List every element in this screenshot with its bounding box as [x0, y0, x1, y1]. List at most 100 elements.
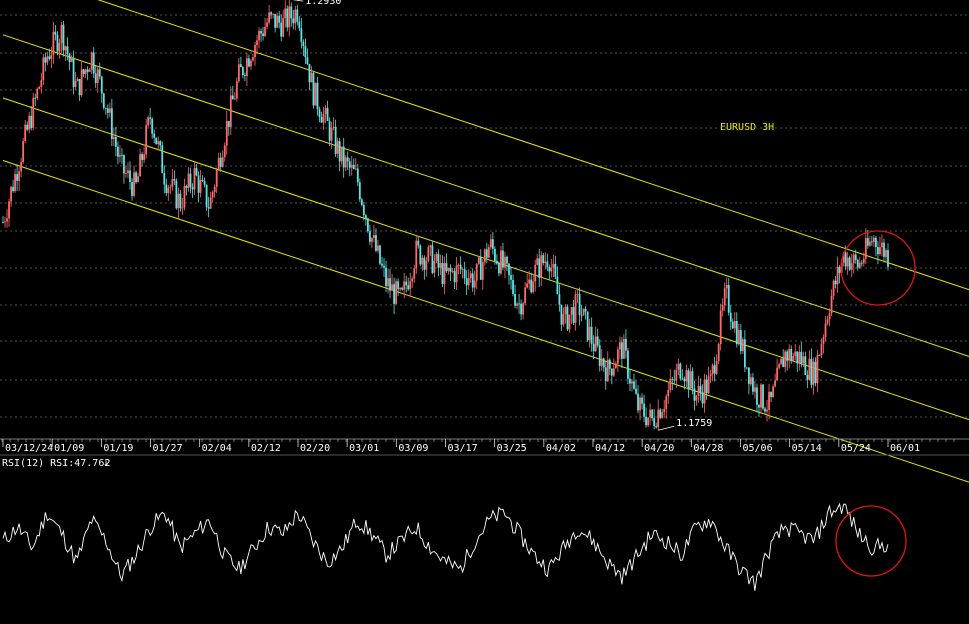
candle — [715, 354, 718, 375]
candle — [584, 306, 587, 320]
candle — [532, 274, 535, 294]
candle — [643, 394, 645, 423]
candle — [592, 335, 595, 359]
candle — [417, 236, 420, 249]
candle — [631, 378, 633, 392]
candle — [590, 317, 593, 352]
candle — [369, 225, 371, 246]
candle — [679, 362, 682, 381]
candle — [139, 148, 141, 177]
candle — [149, 107, 152, 125]
candle — [582, 308, 585, 316]
candle — [26, 121, 29, 132]
candle — [391, 273, 393, 291]
candle — [570, 306, 573, 325]
candle — [235, 77, 238, 102]
candle — [526, 273, 529, 289]
candle — [4, 216, 6, 228]
candle — [94, 65, 97, 88]
x-tick-label: 03/25 — [497, 443, 527, 454]
candle — [826, 315, 829, 326]
candle — [816, 349, 819, 393]
candle — [209, 191, 212, 210]
candle — [282, 9, 285, 38]
x-tick-label: 01/19 — [103, 443, 133, 454]
candle — [441, 255, 444, 288]
candle — [461, 267, 464, 279]
candle — [854, 249, 857, 264]
candle — [18, 166, 21, 191]
candle — [371, 237, 373, 249]
candle — [737, 323, 740, 346]
candle — [381, 256, 383, 268]
candle — [223, 142, 226, 162]
candle — [362, 201, 365, 221]
candle — [183, 178, 186, 211]
candle — [177, 187, 180, 219]
candle — [129, 161, 131, 190]
candle — [108, 102, 111, 118]
candle — [504, 251, 506, 278]
candle — [655, 422, 658, 429]
candle — [699, 378, 702, 401]
candle — [788, 344, 791, 369]
candle — [552, 254, 555, 278]
candle — [350, 156, 353, 176]
candle — [862, 252, 865, 267]
candle — [389, 268, 391, 299]
x-axis: 03/12/24 01/09 01/19 01/27 02/04 02/12 02/20 03… — [1, 439, 955, 454]
candle — [846, 251, 849, 275]
candle — [856, 258, 859, 271]
candle — [475, 263, 478, 290]
candle — [786, 349, 789, 371]
candle — [828, 308, 831, 327]
candle — [34, 93, 37, 106]
candle — [22, 138, 25, 164]
candle — [766, 399, 768, 422]
candle — [602, 357, 605, 372]
candle — [352, 158, 355, 170]
candle — [403, 273, 406, 299]
candle — [213, 184, 216, 198]
candle — [66, 37, 69, 61]
candle — [358, 178, 361, 203]
candle — [522, 301, 525, 320]
candle — [496, 254, 498, 266]
candle — [173, 170, 176, 186]
candle — [620, 337, 623, 369]
candle — [401, 286, 404, 291]
chart-title: EURUSD 3H — [720, 122, 774, 133]
channel-line — [97, 0, 969, 291]
candle — [8, 198, 10, 227]
candle — [191, 183, 194, 199]
candle — [465, 270, 468, 295]
candle — [217, 152, 220, 171]
candle — [566, 304, 569, 332]
candle — [493, 246, 496, 265]
candle — [858, 256, 861, 270]
candle — [764, 406, 766, 414]
candle — [518, 293, 520, 314]
candle — [244, 72, 246, 82]
candle — [123, 154, 125, 184]
candle — [246, 52, 248, 86]
candle — [852, 252, 855, 274]
candle — [754, 381, 756, 399]
candle — [44, 52, 47, 72]
candle — [756, 383, 758, 413]
candle — [90, 51, 93, 74]
candle — [883, 238, 885, 263]
candle — [872, 234, 875, 248]
candle — [364, 214, 367, 226]
candle — [487, 244, 490, 259]
candle — [377, 239, 379, 254]
candle — [356, 163, 359, 187]
candle — [318, 106, 321, 123]
candle — [445, 253, 448, 273]
candle — [459, 256, 462, 274]
candle — [12, 179, 14, 193]
candle — [197, 171, 200, 203]
candle — [125, 166, 127, 178]
candle — [665, 394, 668, 419]
